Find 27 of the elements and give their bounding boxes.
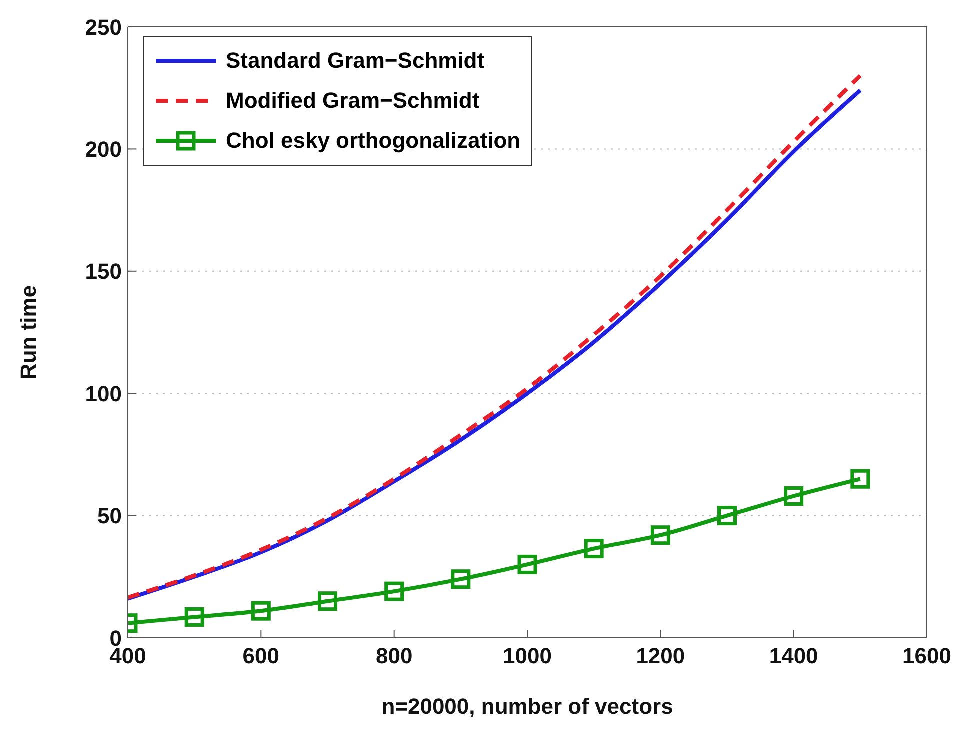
y-tick-label: 150 (85, 259, 122, 284)
point (318, 592, 338, 612)
point (518, 554, 538, 574)
x-tick-label: 1400 (769, 644, 818, 669)
y-axis-title: Run time (16, 285, 41, 380)
legend-label: Standard Gram−Schmidt (226, 48, 485, 74)
x-tick-label: 600 (242, 644, 280, 669)
point (184, 607, 204, 627)
x-axis-title: n=20000, number of vectors (382, 694, 674, 719)
point (850, 469, 870, 489)
x-tick-label: 800 (376, 644, 413, 669)
y-tick-label: 50 (98, 504, 122, 529)
point (718, 506, 737, 526)
y-tick-label: 200 (85, 137, 122, 162)
point (451, 570, 471, 590)
x-tick-label: 1200 (636, 644, 686, 669)
point (251, 601, 271, 621)
y-tick-label: 250 (85, 14, 122, 40)
x-tick-label: 1600 (902, 644, 952, 669)
legend-label: Chol esky orthogonalization (226, 128, 521, 154)
point (650, 526, 670, 546)
point (784, 486, 804, 506)
y-tick-label: 100 (85, 381, 122, 406)
x-tick-label: 1000 (503, 644, 552, 669)
point (384, 582, 404, 602)
point (584, 539, 604, 559)
legend-label: Modified Gram−Schmidt (226, 88, 480, 114)
